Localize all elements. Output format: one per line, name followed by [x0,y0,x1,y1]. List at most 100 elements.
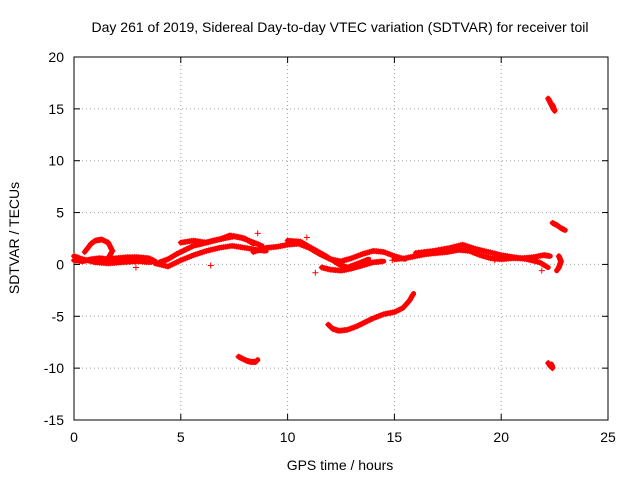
data-point [351,324,358,331]
x-tick-label: 10 [280,429,296,445]
data-segment [412,241,551,270]
x-tick-label: 0 [70,429,78,445]
data-point [350,324,357,331]
data-point [365,317,372,324]
axis-ticks [73,56,609,421]
y-tick-label: -15 [44,412,64,428]
data-segment [545,359,556,372]
tick-labels: 0 5 10 15 20 25 -15 -10 -5 0 5 10 15 20 [44,49,616,445]
data-point [177,248,184,255]
data-point [335,261,342,268]
data-point [549,102,556,109]
data-point [105,239,112,246]
data-point [409,291,416,298]
data-point [361,319,368,326]
data-point [180,247,187,254]
data-point [435,246,442,253]
x-axis-title: GPS time / hours [287,457,394,473]
data-point [78,255,85,262]
data-point [187,244,194,251]
y-tick-label: 20 [48,49,64,65]
data-point [355,322,362,329]
data-point [162,257,169,264]
data-point [182,246,189,253]
data-point [105,253,112,260]
data-point [441,245,448,252]
data-point [548,361,555,368]
data-point [71,253,77,260]
data-point [394,307,401,314]
data-segment [325,291,417,334]
data-point [72,253,79,260]
data-point [538,267,545,274]
data-point [352,323,359,330]
data-point [397,306,404,313]
data-point [107,243,114,250]
y-tick-label: 15 [48,101,64,117]
data-point [395,307,402,314]
data-point [554,267,561,274]
y-axis-title: SDTVAR / TECUs [6,182,22,294]
data-point [360,320,367,327]
data-point [362,318,369,325]
x-tick-label: 20 [493,429,509,445]
y-tick-label: 0 [56,256,64,272]
series-sdtvar [71,95,568,372]
data-point [546,252,553,259]
data-point [345,326,352,333]
data-point [108,245,115,252]
data-point [189,243,196,250]
data-point [354,322,361,329]
data-point [409,292,416,299]
data-point [106,252,113,259]
data-point [337,261,344,268]
data-point [73,254,80,261]
chart-title: Day 261 of 2019, Sidereal Day-to-day VTE… [92,19,589,35]
data-point [312,269,319,276]
data-point [132,264,139,271]
data-point [75,254,82,261]
data-point [207,262,214,269]
data-segment [81,236,116,261]
data-point [347,325,354,332]
data-point [378,258,385,265]
data-point [173,251,180,258]
data-point [163,256,170,263]
data-point [184,245,191,252]
data-segment [554,253,565,274]
data-point [106,242,113,249]
data-point [367,316,374,323]
data-point [438,246,445,253]
data-point [491,257,498,264]
data-point [358,320,365,327]
data-point [179,248,186,255]
x-tick-label: 25 [600,429,616,445]
data-point [392,308,399,315]
data-segment [177,232,265,249]
x-tick-label: 15 [387,429,403,445]
data-segment [152,242,269,270]
data-point [176,249,183,256]
data-point [348,325,355,332]
data-point [357,321,364,328]
data-point [183,246,190,253]
plot-border [73,56,609,421]
data-point [364,318,371,325]
data-point [338,262,345,269]
y-tick-label: 5 [56,205,64,221]
data-segment [235,353,261,365]
data-series-layer [71,95,568,372]
data-point [542,262,549,269]
data-point [145,259,152,266]
data-segment [71,253,154,267]
y-tick-label: 10 [48,153,64,169]
data-point [429,247,436,254]
x-tick-label: 5 [177,429,185,445]
data-point [432,247,439,254]
data-point [303,234,310,241]
data-segment [545,95,558,114]
data-point [186,244,193,251]
data-point [391,309,398,316]
data-point [254,230,261,237]
y-tick-label: -10 [44,360,64,376]
